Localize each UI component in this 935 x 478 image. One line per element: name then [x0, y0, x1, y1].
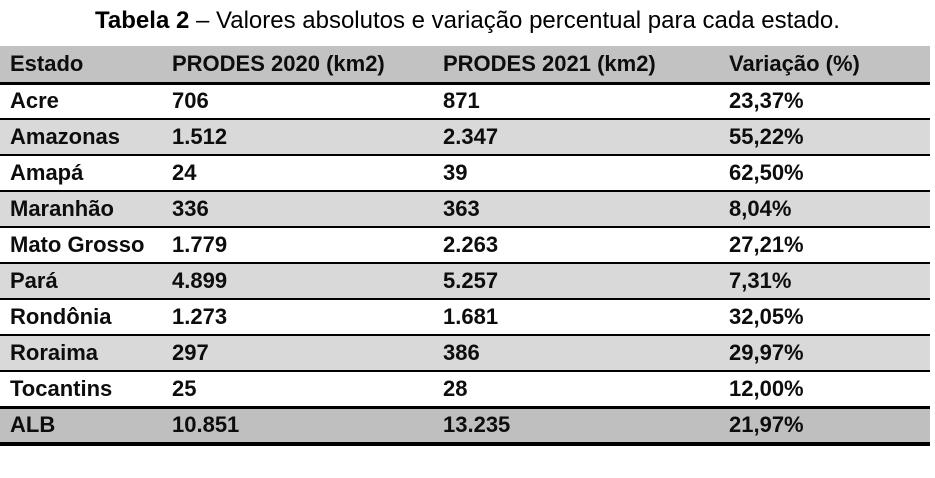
cell-prodes-2020: 1.273: [172, 304, 228, 329]
cell-variacao: 32,05%: [729, 304, 804, 329]
table-row-maranhao: Maranhão 336 363 8,04%: [0, 191, 930, 227]
cell-prodes-2021: 386: [443, 340, 480, 365]
table-row-amapa: Amapá 24 39 62,50%: [0, 155, 930, 191]
cell-prodes-2021: 871: [443, 88, 480, 114]
column-header-prodes-2020: PRODES 2020 (km2): [172, 50, 385, 76]
cell-variacao: 21,97%: [729, 412, 804, 438]
table-caption-text: – Valores absolutos e variação percentua…: [189, 7, 840, 34]
cell-estado: Pará: [10, 268, 58, 293]
cell-estado: Roraima: [10, 340, 99, 365]
table-row-acre: Acre 706 871 23,37%: [0, 83, 930, 119]
cell-estado: Amazonas: [10, 124, 121, 149]
cell-prodes-2020: 25: [172, 375, 197, 401]
cell-prodes-2020: 10.851: [172, 412, 240, 438]
table-row-tocantins: Tocantins 25 28 12,00%: [0, 371, 930, 407]
column-header-variacao: Variação (%): [729, 50, 860, 76]
cell-variacao: 29,97%: [729, 340, 804, 365]
cell-prodes-2021: 2.347: [443, 124, 499, 149]
cell-prodes-2020: 706: [172, 88, 209, 114]
column-header-estado: Estado: [10, 50, 84, 76]
table-row-roraima: Roraima 297 386 29,97%: [0, 335, 930, 371]
table-row-amazonas: Amazonas 1.512 2.347 55,22%: [0, 119, 930, 155]
cell-estado: Maranhão: [10, 196, 114, 221]
cell-variacao: 27,21%: [729, 232, 804, 257]
cell-variacao: 55,22%: [729, 124, 804, 149]
cell-estado: Rondônia: [10, 304, 112, 329]
table-caption-label: Tabela 2: [95, 7, 190, 34]
cell-prodes-2020: 4.899: [172, 268, 228, 293]
table-caption: Tabela 2 – Valores absolutos e variação …: [0, 0, 935, 36]
header-row: Estado PRODES 2020 (km2) PRODES 2021 (km…: [0, 46, 930, 83]
cell-prodes-2021: 5.257: [443, 268, 499, 293]
cell-prodes-2021: 13.235: [443, 412, 511, 438]
table-row-rondonia: Rondônia 1.273 1.681 32,05%: [0, 299, 930, 335]
cell-variacao: 62,50%: [729, 160, 804, 185]
prodes-table: Estado PRODES 2020 (km2) PRODES 2021 (km…: [0, 46, 930, 446]
cell-variacao: 23,37%: [729, 88, 804, 114]
cell-estado: Amapá: [10, 160, 84, 185]
cell-prodes-2021: 28: [443, 375, 468, 401]
table-row-para: Pará 4.899 5.257 7,31%: [0, 263, 930, 299]
cell-variacao: 7,31%: [729, 268, 792, 293]
cell-prodes-2020: 336: [172, 196, 209, 221]
cell-estado: Mato Grosso: [10, 232, 145, 257]
cell-prodes-2020: 297: [172, 340, 209, 365]
cell-prodes-2020: 24: [172, 160, 197, 185]
cell-prodes-2021: 39: [443, 160, 468, 185]
column-header-prodes-2021: PRODES 2021 (km2): [443, 50, 656, 76]
cell-variacao: 8,04%: [729, 196, 792, 221]
cell-prodes-2020: 1.779: [172, 232, 228, 257]
cell-prodes-2020: 1.512: [172, 124, 228, 149]
cell-estado: Tocantins: [10, 375, 113, 401]
cell-prodes-2021: 2.263: [443, 232, 499, 257]
cell-prodes-2021: 1.681: [443, 304, 499, 329]
cell-estado: Acre: [10, 88, 59, 114]
cell-prodes-2021: 363: [443, 196, 480, 221]
table-row-alb-total: ALB 10.851 13.235 21,97%: [0, 407, 930, 444]
cell-variacao: 12,00%: [729, 375, 804, 401]
cell-estado: ALB: [10, 412, 56, 438]
table-row-mato-grosso: Mato Grosso 1.779 2.263 27,21%: [0, 227, 930, 263]
